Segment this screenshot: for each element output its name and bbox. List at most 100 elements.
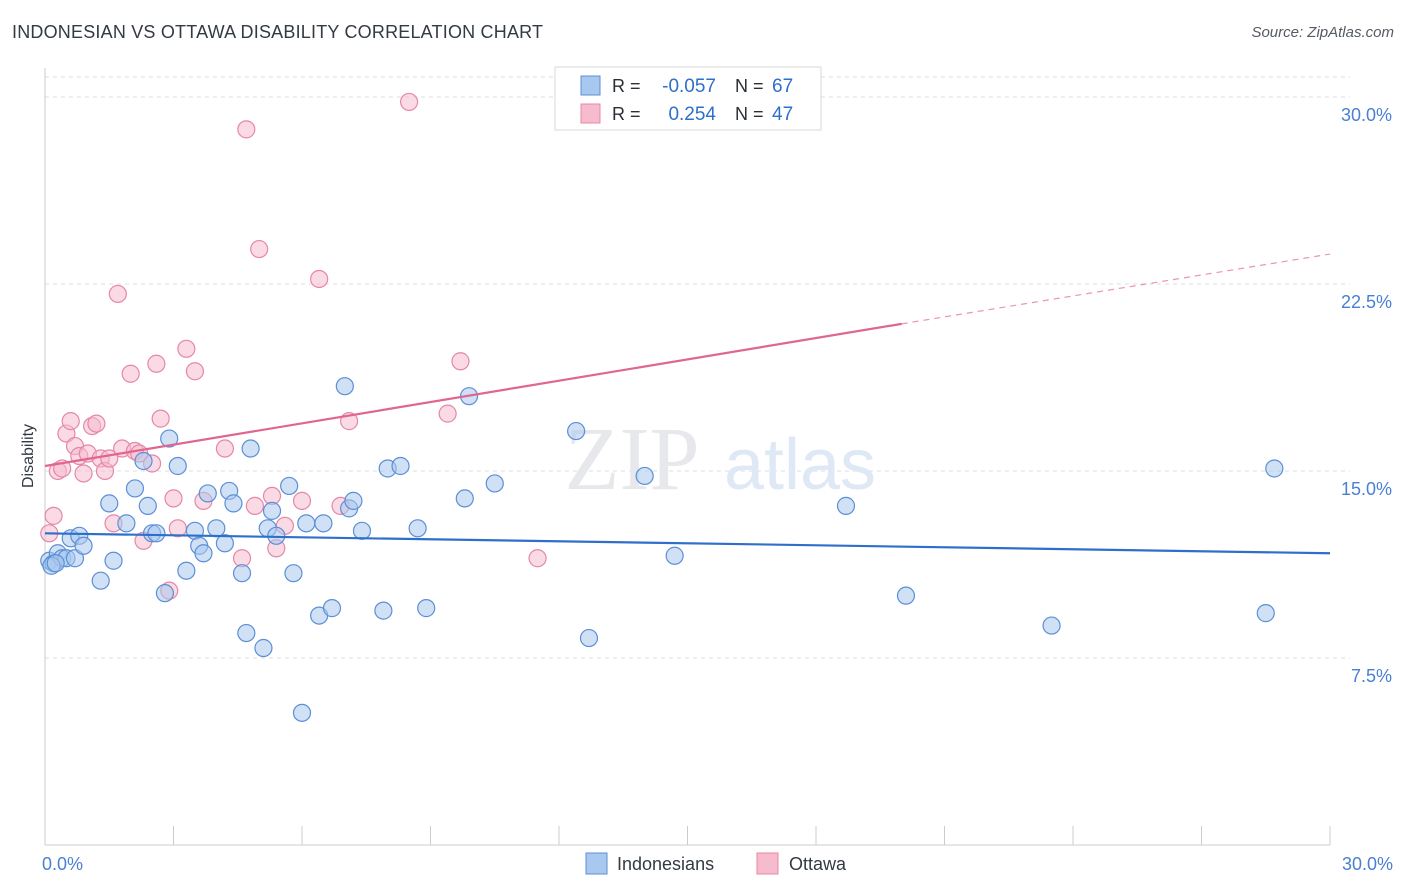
chart-title: INDONESIAN VS OTTAWA DISABILITY CORRELAT… [12,22,544,42]
ottawa-point-45 [451,352,470,371]
indonesians-point-40 [297,514,316,533]
indonesians-point-32 [241,439,260,458]
indonesians-point-42 [314,514,333,533]
stats-r-value-2: 0.254 [668,104,716,125]
ottawa-point-46 [528,549,547,568]
indonesians-point-66 [46,554,65,573]
indonesians-point-31 [237,623,256,643]
indonesians-point-46 [344,491,363,510]
indonesians-point-15 [138,496,157,515]
stats-n-label-1: N = [735,76,764,96]
indonesians-point-24 [194,544,213,563]
indonesians-point-58 [635,466,654,486]
y-tick-label-2: 22.5% [1341,292,1392,312]
indonesians-point-12 [117,514,136,533]
stats-swatch-ottawa [580,103,601,124]
indonesians-point-33 [254,638,273,658]
ottawa-point-16 [108,284,127,304]
indonesians-point-56 [567,421,586,441]
indonesians-point-61 [896,586,916,605]
ottawa-point-34 [245,496,264,515]
indonesians-point-11 [104,551,123,570]
indonesians-point-64 [1265,459,1284,478]
ottawa-point-11 [87,414,106,433]
indonesians-point-30 [232,564,252,583]
stats-n-label-2: N = [735,104,764,124]
indonesians-point-48 [374,601,393,620]
indonesians-point-29 [224,494,243,513]
indonesians-point-26 [207,519,226,538]
bottom-legend: Indonesians Ottawa [585,852,847,875]
ottawa-point-40 [310,269,329,289]
stats-legend: R = -0.057 N = 67 R = 0.254 N = 47 [554,66,822,131]
ottawa-point-24 [151,409,170,428]
tick-labels: 7.5% 15.0% 22.5% 30.0% 0.0% 30.0% [42,105,1393,874]
ottawa-point-8 [74,464,93,483]
indonesians-point-14 [134,451,153,471]
source-credit: Source: ZipAtlas.com [1251,24,1394,41]
stats-n-value-1: 67 [772,76,793,97]
watermark-zip: ZIP [565,410,700,509]
stats-r-value-1: -0.057 [662,76,716,97]
ottawa-points [40,92,547,600]
indonesians-points [40,377,1284,722]
ottawa-point-43 [399,92,419,112]
ottawa-point-26 [164,489,183,508]
ottawa-point-35 [250,239,269,259]
grid-lines [45,76,1350,659]
indonesians-point-44 [335,377,354,396]
indonesians-point-51 [408,519,427,538]
indonesians-point-18 [155,584,175,603]
indonesians-point-37 [280,476,299,496]
indonesians-point-27 [215,534,234,553]
indonesians-point-53 [455,489,474,508]
axes [44,68,1331,846]
ottawa-point-18 [121,364,140,383]
trend-lines [44,253,1331,555]
indonesians-point-13 [125,479,145,498]
indonesians-point-60 [836,496,856,515]
legend-label-ottawa: Ottawa [789,854,847,874]
ottawa-point-31 [215,439,234,458]
ottawa-trend-line [44,322,902,468]
indonesians-point-9 [91,571,110,590]
indonesians-point-8 [74,536,93,555]
ottawa-point-33 [237,120,256,139]
stats-swatch-indonesians [580,75,601,96]
ottawa-point-44 [438,404,457,423]
indonesians-point-47 [352,521,372,540]
ottawa-point-23 [147,354,166,373]
indonesians-point-10 [100,494,119,513]
indonesians-point-62 [1042,616,1061,635]
legend-swatch-ottawa [756,852,779,875]
ottawa-point-39 [292,491,312,510]
y-tick-label-3: 30.0% [1341,105,1392,125]
indonesians-point-63 [1256,604,1275,623]
stats-n-value-2: 47 [772,104,793,125]
indonesians-point-21 [177,561,196,580]
indonesians-point-59 [665,546,684,565]
y-tick-label-0: 7.5% [1351,666,1392,686]
indonesians-point-39 [292,703,312,722]
indonesians-point-57 [579,628,599,648]
ottawa-point-28 [177,339,196,358]
indonesians-point-52 [417,599,436,618]
legend-label-indonesians: Indonesians [617,854,714,874]
x-tick-label-0: 0.0% [42,854,83,874]
indonesians-point-19 [160,429,179,448]
indonesians-point-6 [65,549,85,568]
indonesians-point-25 [198,484,217,503]
indonesians-point-38 [284,564,303,583]
ottawa-point-1 [44,506,63,525]
indonesians-point-20 [168,456,187,476]
indonesians-trend-line [44,532,1331,555]
y-axis-label: Disability [20,424,37,488]
watermark-atlas: atlas [724,425,876,505]
indonesians-point-43 [322,599,342,618]
legend-swatch-indonesians [585,852,608,875]
y-tick-label-1: 15.0% [1341,479,1392,499]
ottawa-point-29 [185,362,205,381]
indonesians-point-50 [391,456,410,476]
ottawa-point-5 [61,412,80,431]
